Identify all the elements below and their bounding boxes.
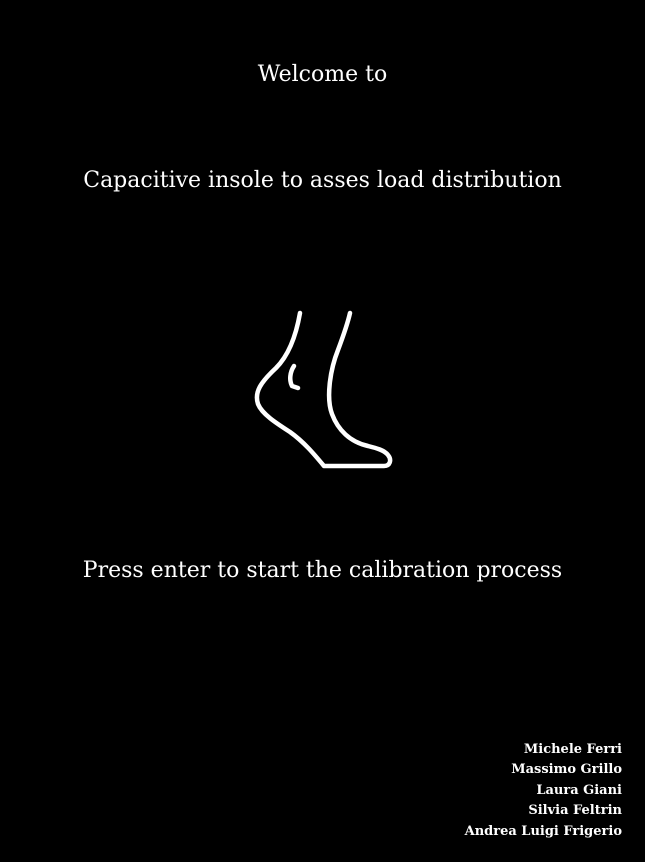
app-title: Capacitive insole to asses load distribu…: [83, 168, 562, 193]
welcome-text: Welcome to: [257, 62, 388, 87]
author-name: Andrea Luigi Frigerio: [464, 823, 622, 839]
author-name: Laura Giani: [536, 782, 622, 798]
author-name: Silvia Feltrin: [528, 803, 622, 819]
author-name: Michele Ferri: [523, 742, 622, 757]
author-list: Michele Ferri Massimo Grillo Laura Giani…: [362, 740, 622, 842]
start-prompt: Press enter to start the calibration pro…: [82, 558, 563, 583]
foot-icon: [254, 310, 393, 469]
author-name: Massimo Grillo: [511, 762, 622, 778]
